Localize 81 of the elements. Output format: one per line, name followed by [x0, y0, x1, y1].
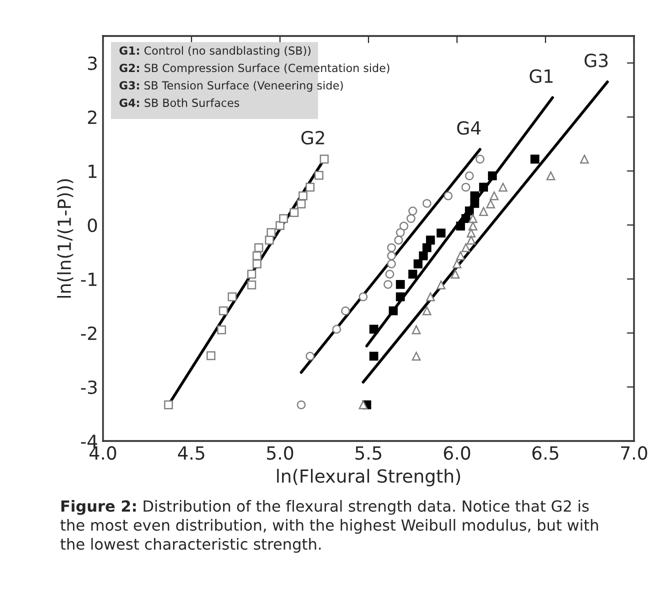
point — [436, 280, 446, 290]
series-label: G2 — [301, 130, 324, 145]
point — [461, 214, 470, 223]
point — [206, 351, 216, 360]
point — [450, 270, 460, 279]
point — [498, 182, 508, 192]
point — [358, 400, 368, 410]
point — [298, 191, 308, 200]
annotation: G3: SB Tension Surface (Veneering side) — [119, 80, 343, 92]
y-tick-label: -2 — [81, 326, 96, 340]
point — [387, 251, 396, 260]
point — [422, 243, 432, 252]
point — [546, 171, 556, 180]
y-tick-label: 3 — [88, 56, 97, 70]
point — [290, 208, 299, 218]
point — [408, 270, 418, 279]
point — [456, 222, 465, 231]
series-label: G4 — [457, 121, 481, 135]
series-label: G1 — [530, 69, 553, 83]
annotation: G1: Control (no sandblasting (SB)) — [119, 46, 310, 57]
point — [306, 182, 315, 192]
point — [296, 199, 306, 208]
point — [266, 228, 276, 238]
point — [464, 206, 474, 216]
x-tick-label: 4.5 — [178, 446, 204, 460]
point — [470, 198, 480, 208]
point — [426, 292, 435, 302]
caption: Figure 2: Distribution of the flexural strength data. Notice that G2 is the most even distribution, with the highest Weibull modulus, but with the lowest characteristic strength. — [60, 500, 598, 553]
point — [320, 154, 329, 164]
point — [218, 306, 228, 316]
point — [264, 236, 274, 245]
point — [461, 243, 470, 252]
point — [369, 324, 378, 334]
point — [530, 154, 540, 164]
y-tick-label: 0 — [88, 218, 97, 232]
point — [217, 325, 226, 334]
point — [488, 171, 497, 180]
x-tick-label: 5.0 — [267, 446, 294, 460]
point — [479, 182, 488, 192]
point — [456, 251, 465, 260]
point — [426, 236, 435, 245]
point — [164, 400, 173, 410]
point — [412, 352, 421, 361]
y-tick-label: 2 — [88, 110, 96, 124]
series-label: G3 — [584, 54, 608, 68]
point — [388, 306, 398, 316]
point — [358, 292, 368, 302]
point — [414, 259, 423, 268]
point — [396, 292, 405, 302]
point — [254, 243, 264, 252]
point — [279, 214, 288, 223]
x-tick-label: 7.0 — [621, 446, 648, 460]
point — [314, 170, 324, 180]
y-axis-title: ln(ln(1/(1-P))) — [57, 179, 74, 298]
x-tick-label: 4.0 — [90, 446, 116, 460]
point — [466, 236, 476, 245]
y-tick-label: -3 — [81, 380, 97, 394]
point — [436, 228, 446, 238]
point — [580, 154, 589, 164]
point — [396, 280, 405, 289]
point — [418, 251, 428, 260]
point — [306, 352, 315, 361]
x-tick-label: 6.0 — [444, 446, 470, 460]
point — [228, 292, 237, 302]
y-tick-label: -1 — [81, 272, 96, 286]
point — [247, 270, 256, 279]
point — [252, 259, 262, 268]
point — [276, 221, 284, 230]
point — [387, 259, 396, 268]
point — [332, 324, 342, 334]
annotation: G4: SB Both Surfaces — [119, 98, 240, 107]
point — [452, 259, 462, 268]
x-tick-label: 6.5 — [532, 446, 558, 460]
y-tick-label: 1 — [88, 164, 96, 178]
point — [369, 352, 378, 361]
point — [412, 325, 421, 334]
y-tick-label: -4 — [81, 434, 98, 448]
point — [247, 280, 256, 290]
x-axis-title: ln(Flexural Strength) — [277, 468, 460, 486]
x-tick-label: 5.5 — [356, 446, 382, 460]
annotation: G2: SB Compression Surface (Cementation side) — [119, 64, 390, 74]
